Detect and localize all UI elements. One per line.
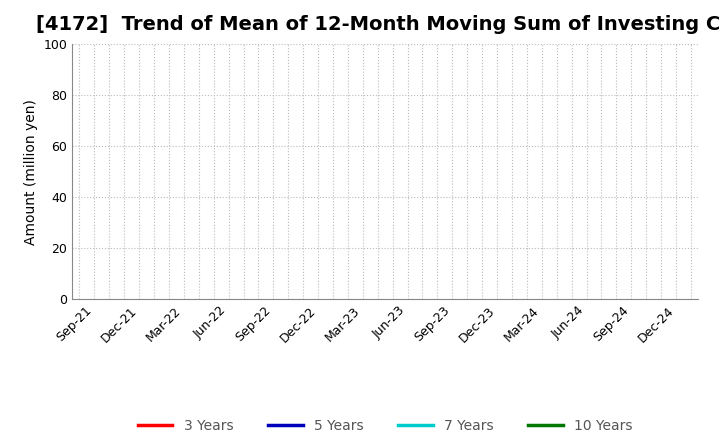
Y-axis label: Amount (million yen): Amount (million yen) bbox=[24, 99, 37, 245]
Legend: 3 Years, 5 Years, 7 Years, 10 Years: 3 Years, 5 Years, 7 Years, 10 Years bbox=[132, 413, 638, 438]
Title: [4172]  Trend of Mean of 12-Month Moving Sum of Investing CF: [4172] Trend of Mean of 12-Month Moving … bbox=[37, 15, 720, 34]
